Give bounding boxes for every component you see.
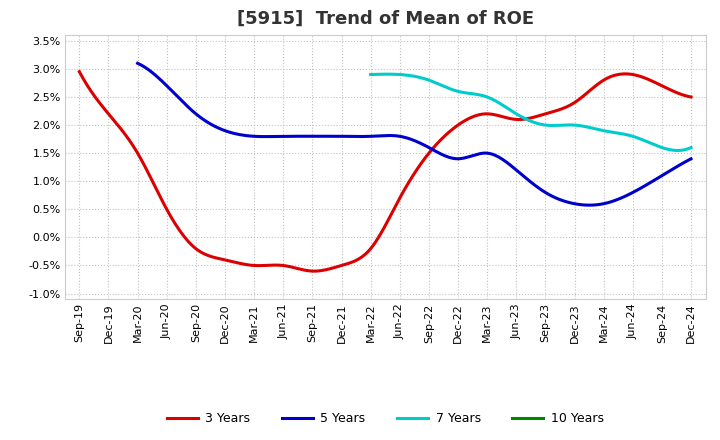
Title: [5915]  Trend of Mean of ROE: [5915] Trend of Mean of ROE: [237, 10, 534, 28]
Legend: 3 Years, 5 Years, 7 Years, 10 Years: 3 Years, 5 Years, 7 Years, 10 Years: [162, 407, 608, 430]
